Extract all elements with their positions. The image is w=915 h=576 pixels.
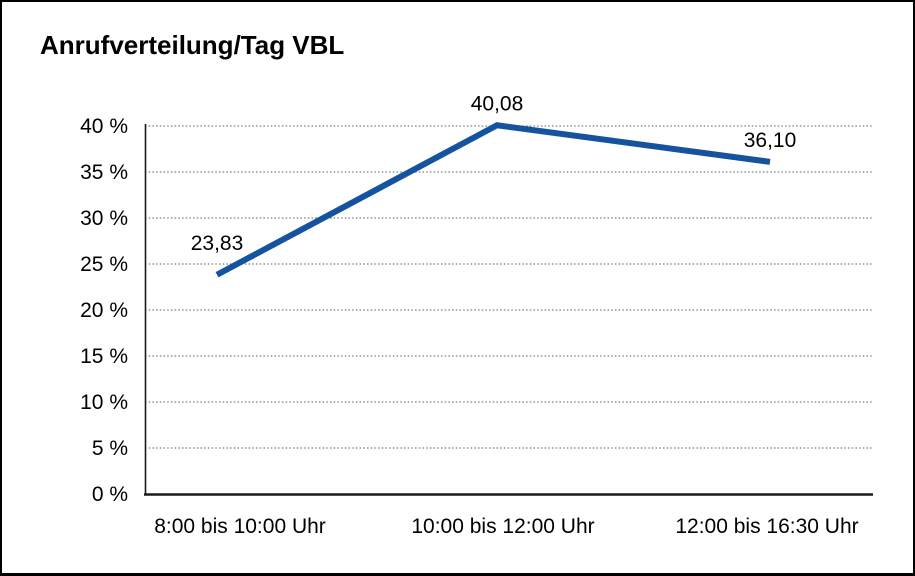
x-tick-label: 10:00 bis 12:00 Uhr xyxy=(411,515,594,538)
x-tick-label: 12:00 bis 16:30 Uhr xyxy=(675,515,858,538)
data-point-label: 36,10 xyxy=(744,129,797,152)
y-tick-label: 40 % xyxy=(80,115,128,138)
y-tick-label: 0 % xyxy=(92,483,128,506)
y-tick-label: 35 % xyxy=(80,161,128,184)
x-tick-label: 8:00 bis 10:00 Uhr xyxy=(154,515,326,538)
y-tick-label: 20 % xyxy=(80,299,128,322)
data-point-label: 40,08 xyxy=(471,92,524,115)
data-point-label: 23,83 xyxy=(191,232,244,255)
series-line xyxy=(215,122,771,278)
y-tick-label: 15 % xyxy=(80,345,128,368)
chart-title: Anrufverteilung/Tag VBL xyxy=(40,30,345,60)
y-tick-label: 10 % xyxy=(80,391,128,414)
y-tick-label: 30 % xyxy=(80,207,128,230)
y-tick-label: 25 % xyxy=(80,253,128,276)
y-tick-label: 5 % xyxy=(92,437,128,460)
